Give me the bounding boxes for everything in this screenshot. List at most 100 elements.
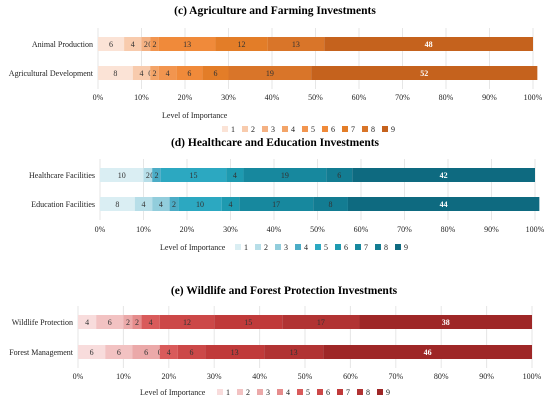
legend-title: Level of Importance xyxy=(160,243,226,252)
legend-item: 5 xyxy=(311,125,315,134)
legend-swatch xyxy=(322,126,328,132)
legend-title: Level of Importance xyxy=(140,388,206,397)
legend-item: 4 xyxy=(291,125,295,134)
category-label: Forest Management xyxy=(9,348,74,357)
legend-item: 9 xyxy=(391,125,395,134)
legend-item: 5 xyxy=(324,243,328,252)
panel-title: (e) Wildlife and Forest Protection Inves… xyxy=(171,285,398,297)
legend-swatch xyxy=(222,126,228,132)
bar-segment xyxy=(105,345,133,359)
legend-swatch xyxy=(315,244,321,250)
x-tick-label: 90% xyxy=(482,93,497,102)
legend-swatch xyxy=(302,126,308,132)
bar-segment xyxy=(214,315,283,329)
bar-segment xyxy=(176,66,203,80)
bar-segment xyxy=(141,37,151,51)
category-label: Healthcare Facilities xyxy=(29,171,95,180)
bar-segment xyxy=(159,315,215,329)
data-label: 2 xyxy=(172,200,176,209)
legend-swatch xyxy=(275,244,281,250)
bar-segment xyxy=(352,168,535,182)
data-label: 2 xyxy=(135,318,139,327)
legend-item: 8 xyxy=(384,243,388,252)
bar-segment xyxy=(132,66,151,80)
legend-swatch xyxy=(335,244,341,250)
x-tick-label: 0% xyxy=(95,225,106,234)
bar-segment xyxy=(326,168,353,182)
legend-item: 9 xyxy=(404,243,408,252)
data-label: 15 xyxy=(190,171,198,180)
bar-segment xyxy=(158,37,216,51)
data-label: 4 xyxy=(149,318,153,327)
x-tick-label: 10% xyxy=(116,372,131,381)
data-label: 2 xyxy=(153,40,157,49)
data-label: 4 xyxy=(229,200,233,209)
data-label: 6 xyxy=(187,69,191,78)
legend-item: 2 xyxy=(264,243,268,252)
legend-swatch xyxy=(242,126,248,132)
legend-item: 9 xyxy=(386,388,390,397)
x-tick-label: 60% xyxy=(354,225,369,234)
data-label: 4 xyxy=(131,40,135,49)
legend-swatch xyxy=(375,244,381,250)
legend-item: 4 xyxy=(304,243,308,252)
data-label: 6 xyxy=(337,171,341,180)
legend-swatch xyxy=(295,244,301,250)
x-tick-label: 50% xyxy=(310,225,325,234)
data-label: 10 xyxy=(118,171,126,180)
legend-swatch xyxy=(317,389,323,395)
legend-item: 6 xyxy=(326,388,330,397)
bar-segment xyxy=(98,66,133,80)
bar-segment xyxy=(264,345,324,359)
data-label: 2 xyxy=(153,69,157,78)
category-label: Education Facilities xyxy=(31,200,95,209)
data-label: 13 xyxy=(183,40,191,49)
data-label: 4 xyxy=(140,69,144,78)
legend-swatch xyxy=(355,244,361,250)
legend-swatch xyxy=(217,389,223,395)
bar-segment xyxy=(150,66,159,80)
data-label: 4 xyxy=(167,348,171,357)
bar-segment xyxy=(143,168,153,182)
data-label: 6 xyxy=(117,348,121,357)
bar-segment xyxy=(98,37,125,51)
legend-item: 8 xyxy=(366,388,370,397)
bar-segment xyxy=(228,66,312,80)
data-label: 2 xyxy=(144,40,148,49)
data-label: 17 xyxy=(317,318,325,327)
bar-segment xyxy=(134,197,153,211)
legend-item: 1 xyxy=(231,125,235,134)
data-label: 4 xyxy=(166,69,170,78)
x-tick-label: 50% xyxy=(298,372,313,381)
x-tick-label: 100% xyxy=(523,372,542,381)
bar-segment xyxy=(359,315,532,329)
bar-segment xyxy=(160,168,227,182)
bar-segment xyxy=(323,345,532,359)
data-label: 13 xyxy=(290,348,298,357)
bar-segment xyxy=(324,37,533,51)
data-label: 46 xyxy=(424,348,432,357)
x-tick-label: 70% xyxy=(395,93,410,102)
legend-swatch xyxy=(362,126,368,132)
bar-segment xyxy=(267,37,325,51)
x-tick-label: 80% xyxy=(441,225,456,234)
legend-swatch xyxy=(282,126,288,132)
legend-item: 4 xyxy=(286,388,290,397)
data-label: 8 xyxy=(329,200,333,209)
data-label: 15 xyxy=(244,318,252,327)
bar-segment xyxy=(177,345,206,359)
x-tick-label: 20% xyxy=(180,225,195,234)
data-label: 4 xyxy=(159,200,163,209)
bar-segment xyxy=(239,197,314,211)
x-tick-label: 30% xyxy=(207,372,222,381)
legend-swatch xyxy=(257,389,263,395)
category-label: Wildlife Protection xyxy=(12,318,73,327)
bar-segment xyxy=(347,197,540,211)
bar-segment xyxy=(141,315,160,329)
bar-segment xyxy=(96,315,124,329)
data-label: 12 xyxy=(183,318,191,327)
x-tick-label: 80% xyxy=(439,93,454,102)
bar-segment xyxy=(243,168,327,182)
